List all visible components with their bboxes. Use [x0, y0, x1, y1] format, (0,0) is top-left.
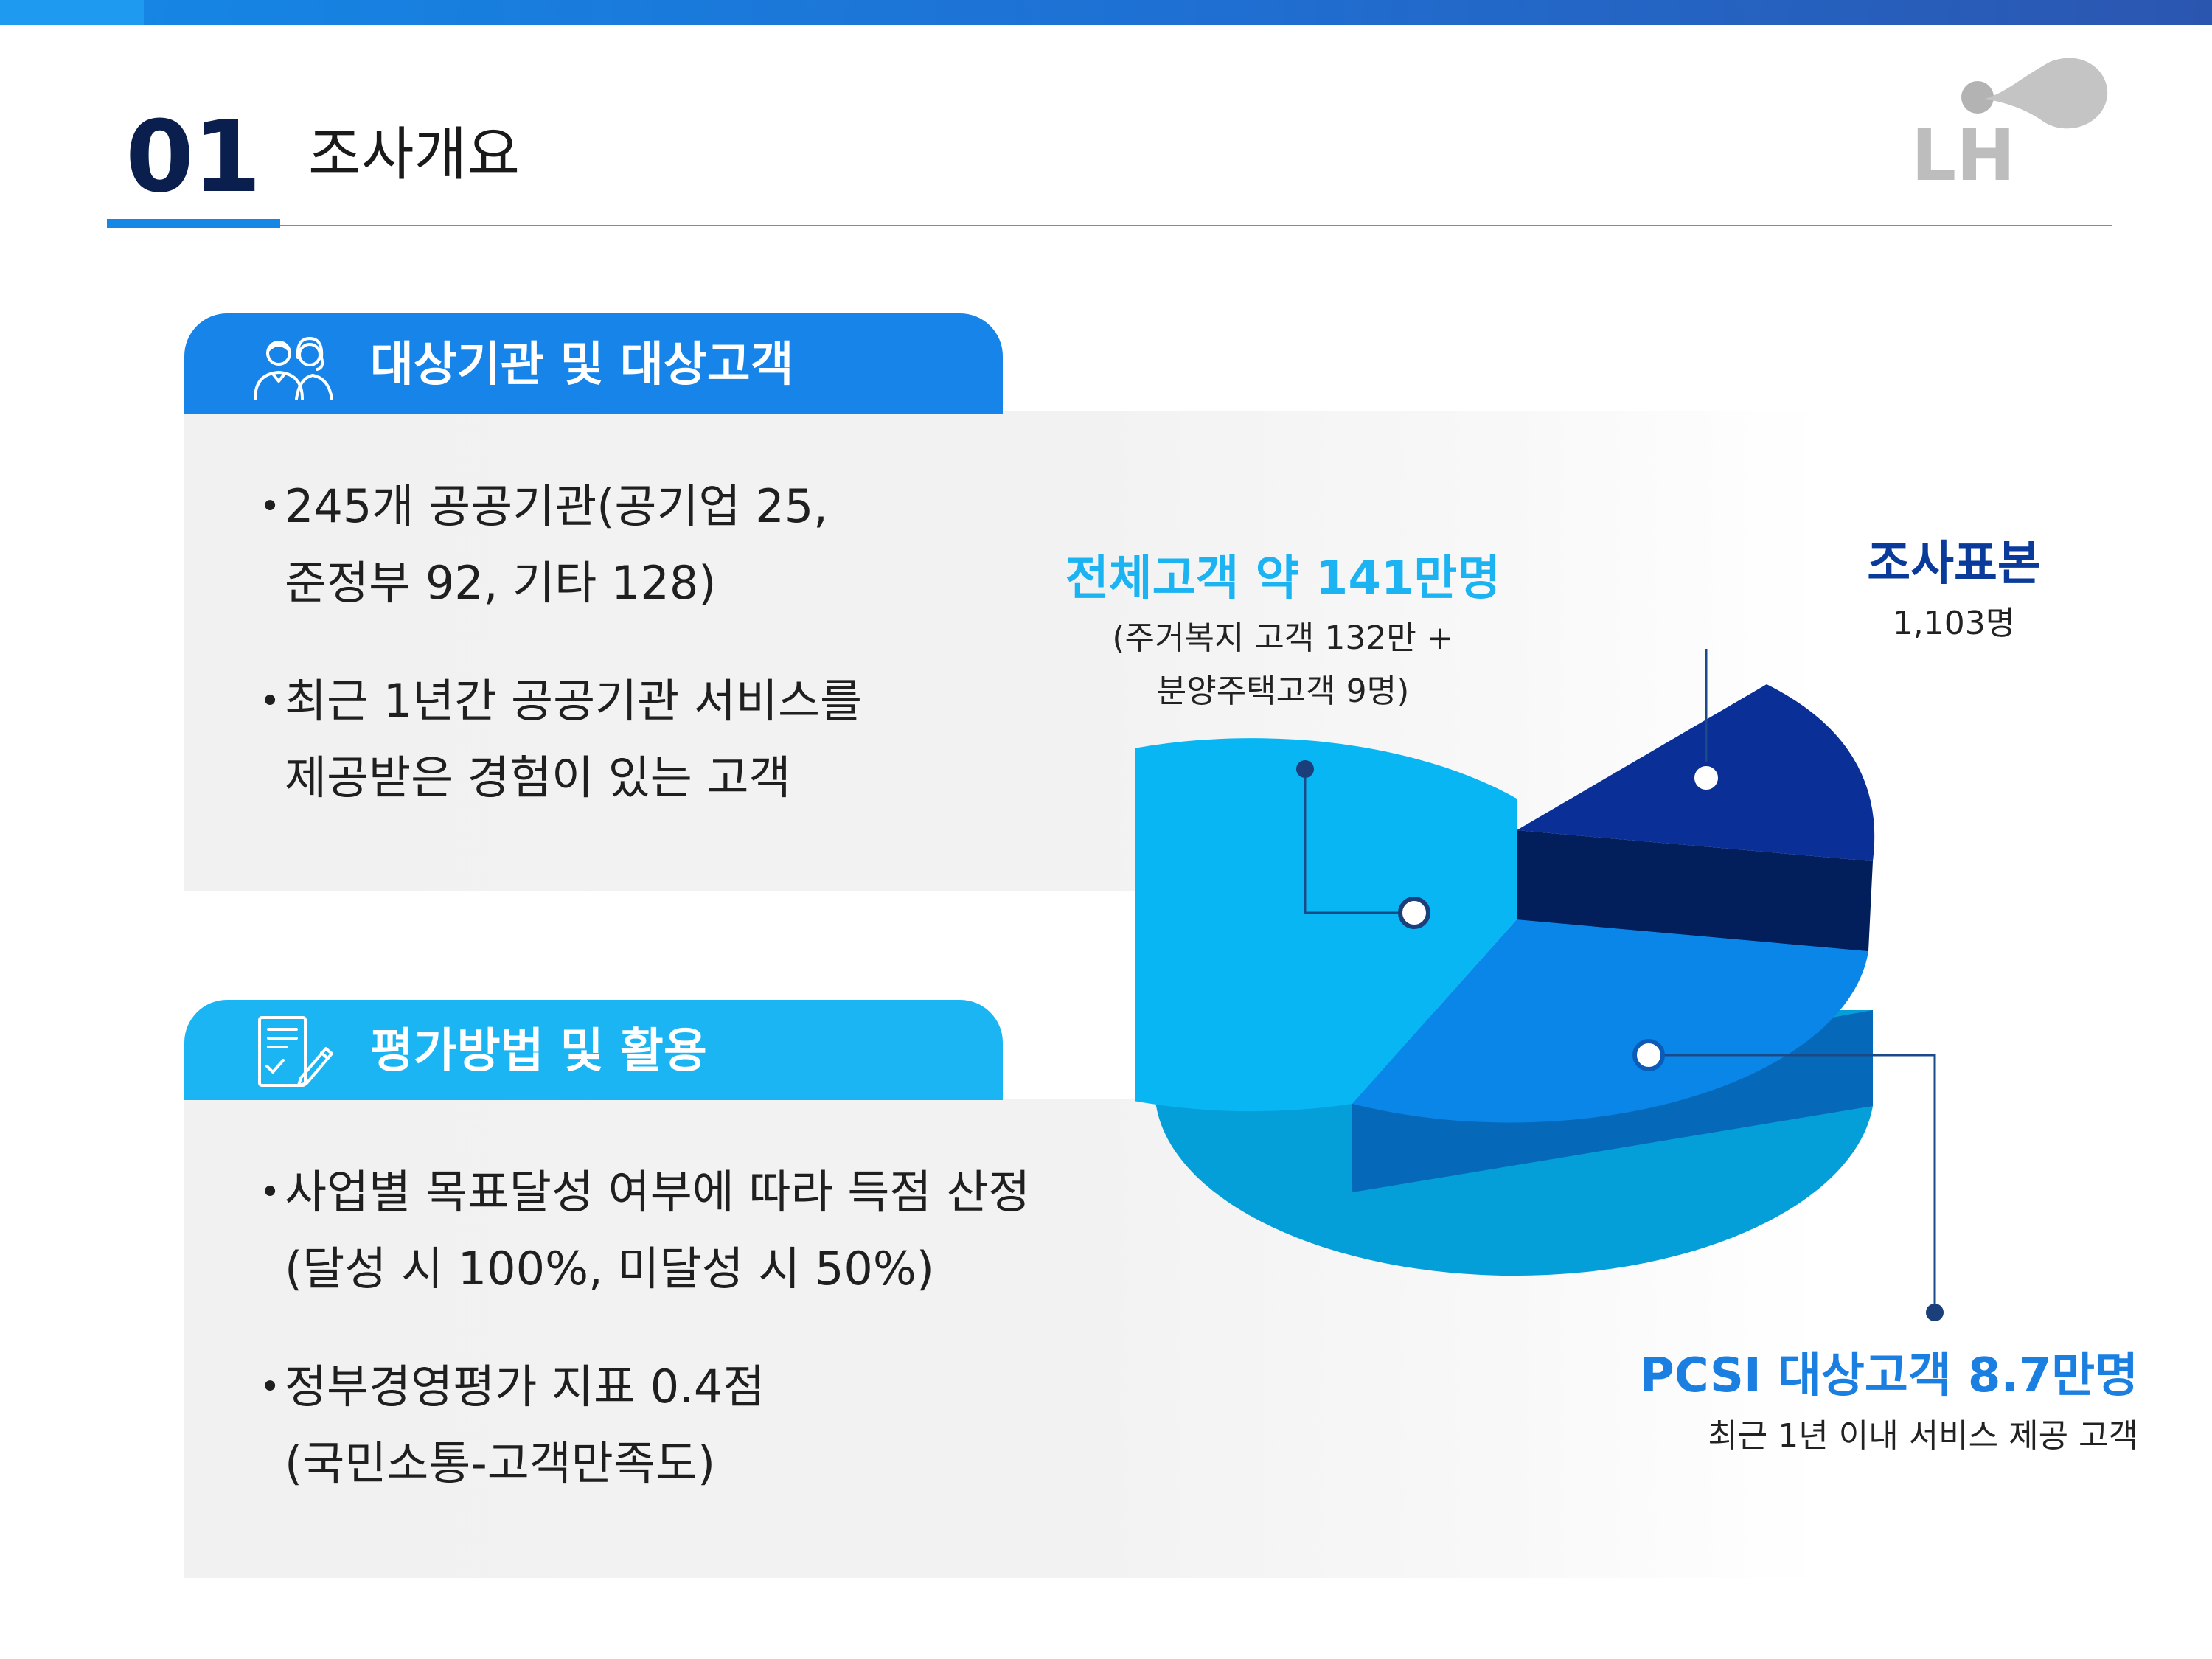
total-customers-detail: (주거복지 고객 132만 + — [1112, 619, 1454, 657]
sample-headline: 조사표본 — [1867, 537, 2041, 591]
target-tab: 대상기관 및 대상고객 — [184, 313, 1003, 414]
sample-marker — [1690, 762, 1722, 794]
bullet-line: 정부경영평가 지표 0.4점 — [285, 1360, 765, 1413]
checklist-pen-icon — [258, 1016, 333, 1087]
logo-small-dot — [1961, 81, 1994, 114]
title-divider-accent — [107, 219, 280, 228]
bullet-line: 준정부 92, 기타 128) — [285, 556, 717, 610]
top-accent-segment — [0, 0, 144, 25]
people-icon — [254, 337, 333, 400]
lh-logo: LH — [1911, 58, 2108, 187]
list-item: 정부경영평가 지표 0.4점 (국민소통-고객만족도) — [260, 1349, 1030, 1502]
list-item: 사업별 목표달성 여부에 따라 득점 산정 (달성 시 100%, 미달성 시 … — [260, 1154, 1030, 1307]
bullet-line: (달성 시 100%, 미달성 시 50%) — [285, 1242, 934, 1295]
bullet-line: 제공받은 경험이 있는 고객 — [285, 751, 791, 804]
total-leader-line — [1304, 769, 1414, 914]
pcsi-callout: PCSI 대상고객 8.7만명 최근 1년 이내 서비스 제공 고객 — [1607, 1342, 2138, 1463]
pcsi-slice-top — [1352, 919, 1868, 1123]
pcsi-detail: 최근 1년 이내 서비스 제공 고객 — [1708, 1417, 2138, 1455]
bullet-line: 245개 공공기관(공기업 25, — [285, 479, 828, 533]
pcsi-leader-line — [1649, 1054, 1936, 1312]
total-leader-dot — [1296, 760, 1314, 778]
target-tab-label: 대상기관 및 대상고객 — [370, 338, 794, 392]
sample-leader-line — [1705, 649, 1708, 778]
target-bullet-list: 245개 공공기관(공기업 25, 준정부 92, 기타 128) 최근 1년간… — [260, 468, 862, 858]
total-customers-detail: 분양주택고객 9명) — [1156, 672, 1410, 710]
method-bullet-list: 사업별 목표달성 여부에 따라 득점 산정 (달성 시 100%, 미달성 시 … — [260, 1154, 1030, 1543]
logo-text: LH — [1911, 114, 2016, 187]
method-tab: 평가방법 및 활용 — [184, 1000, 1003, 1100]
logo-droplet — [1985, 58, 2108, 129]
bullet-line: 사업별 목표달성 여부에 따라 득점 산정 — [285, 1165, 1031, 1219]
total-marker — [1398, 897, 1430, 929]
method-tab-label: 평가방법 및 활용 — [370, 1024, 707, 1079]
title-divider — [107, 225, 2112, 226]
pcsi-marker — [1632, 1039, 1665, 1071]
bullet-line: (국민소통-고객만족도) — [285, 1436, 716, 1490]
list-item: 245개 공공기관(공기업 25, 준정부 92, 기타 128) — [260, 468, 862, 622]
total-slice-top — [1135, 738, 1517, 1112]
pcsi-leader-dot — [1926, 1304, 1944, 1321]
pcsi-headline: PCSI 대상고객 8.7만명 — [1639, 1349, 2138, 1403]
bullet-line: 최근 1년간 공공기관 서비스를 — [285, 674, 863, 728]
list-item: 최근 1년간 공공기관 서비스를 제공받은 경험이 있는 고객 — [260, 663, 862, 816]
customer-pie-diagram — [1135, 649, 1944, 1321]
sample-callout: 조사표본 1,103명 — [1829, 531, 2079, 650]
page-title: 조사개요 — [308, 122, 521, 188]
section-number: 01 — [125, 100, 261, 215]
sample-count: 1,103명 — [1892, 605, 2016, 642]
total-customers-headline: 전체고객 약 141만명 — [1065, 552, 1501, 606]
sample-slice-side — [1517, 830, 1873, 951]
top-accent-bar — [0, 0, 2212, 25]
total-customers-callout: 전체고객 약 141만명 (주거복지 고객 132만 + 분양주택고객 9명) — [1018, 546, 1548, 718]
